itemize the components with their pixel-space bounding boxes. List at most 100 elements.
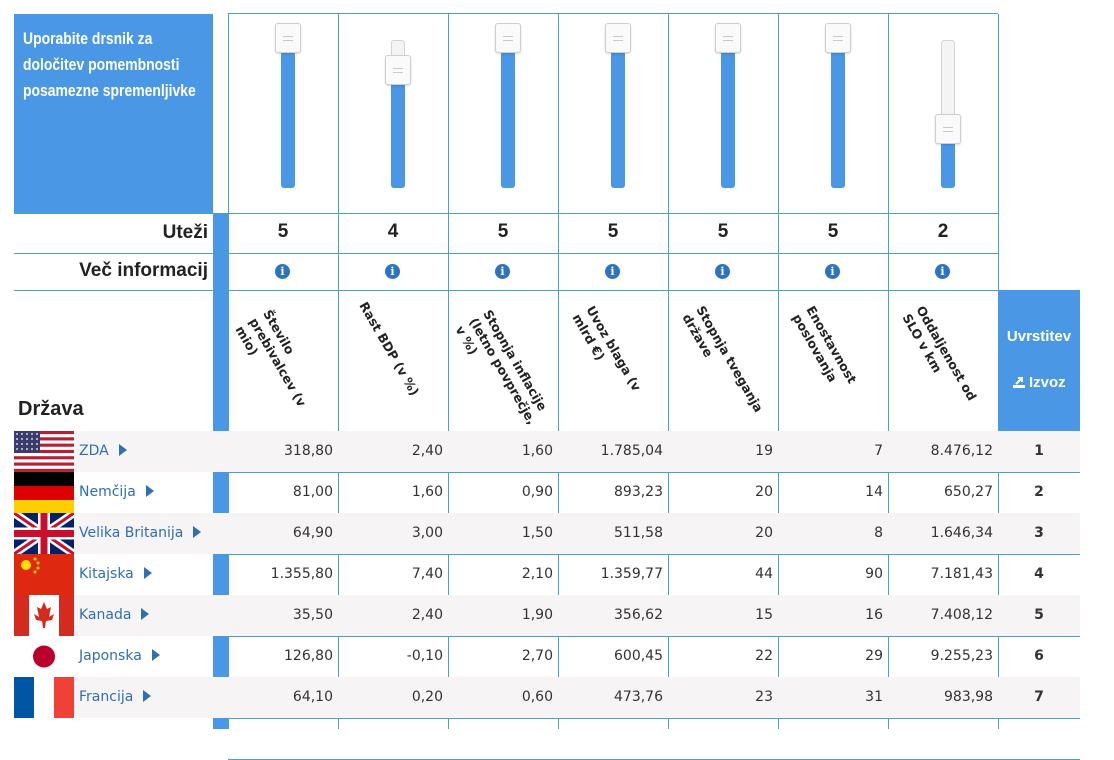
table-cell: 7.181,43	[930, 566, 993, 582]
table-cell: 473,76	[614, 689, 663, 705]
country-name: Japonska	[79, 648, 142, 664]
info-icon[interactable]: i	[495, 264, 510, 279]
info-icon[interactable]: i	[935, 264, 950, 279]
usa-flag	[14, 431, 74, 472]
column-header[interactable]: Stopnja inflacije (letno povprečje, v %)	[452, 307, 551, 428]
column-header[interactable]: Število prebivalcev (v mio)	[232, 307, 310, 410]
table-cell: 14	[865, 484, 883, 500]
table-cell: 90	[865, 566, 883, 582]
slider-handle[interactable]	[825, 23, 851, 53]
table-cell: 983,98	[944, 689, 993, 705]
export-icon	[1013, 377, 1025, 388]
table-cell: 0,60	[521, 689, 553, 705]
table-cell: 2,40	[411, 443, 443, 459]
caret-right-icon	[193, 526, 202, 538]
slider-fill	[721, 40, 735, 188]
table-cell: 1.359,77	[600, 566, 663, 582]
column-header[interactable]: Rast BDP (v %)	[356, 299, 423, 399]
export-label: Izvoz	[1029, 374, 1066, 391]
japan-flag	[14, 636, 74, 677]
slider-handle[interactable]	[275, 23, 301, 53]
table-cell: 1,60	[521, 443, 553, 459]
rank-cell: 5	[1034, 607, 1044, 623]
slider-handle[interactable]	[385, 54, 411, 85]
info-icon[interactable]: i	[715, 264, 730, 279]
intro-panel: Uporabite drsnik za določitev pomembnost…	[14, 14, 213, 213]
table-cell: 7,40	[411, 566, 443, 582]
info-icon[interactable]: i	[385, 264, 400, 279]
slider-fill	[391, 69, 405, 188]
country-link[interactable]: Japonska	[79, 648, 160, 664]
table-row: Velika Britanija 64,90 3,00 1,50 511,58 20 8 1.…	[14, 513, 1080, 554]
info-icon[interactable]: i	[825, 264, 840, 279]
grid-line	[14, 253, 998, 254]
country-link[interactable]: Kitajska	[79, 566, 152, 582]
country-name: Kitajska	[79, 566, 134, 582]
grid-line	[14, 290, 998, 291]
canada-flag	[14, 595, 74, 636]
info-row-label-cell: Več informacij	[14, 253, 208, 290]
rank-cell: 3	[1034, 525, 1044, 541]
column-header[interactable]: Enostavnost poslovanja	[789, 303, 860, 386]
table-cell: 35,50	[292, 607, 333, 623]
column-header[interactable]: Stopnja tveganja države	[679, 303, 767, 415]
country-link[interactable]: Francija	[79, 689, 152, 705]
table-cell: 600,45	[614, 648, 663, 664]
slider-fill	[501, 40, 515, 188]
grid-line	[228, 472, 1080, 473]
country-column-header: Država	[18, 398, 84, 420]
weights-label: Uteži	[162, 222, 208, 243]
table-cell: 2,10	[521, 566, 553, 582]
grid-line	[888, 14, 889, 729]
country-link[interactable]: Kanada	[79, 607, 150, 623]
caret-right-icon	[118, 444, 127, 456]
grid-line	[14, 213, 998, 214]
slider-handle[interactable]	[935, 113, 961, 144]
table-cell: 8.476,12	[930, 443, 993, 459]
weight-value: 5	[717, 221, 729, 242]
table-cell: 0,20	[411, 689, 443, 705]
info-icon[interactable]: i	[605, 264, 620, 279]
table-cell: 511,58	[614, 525, 663, 541]
table-cell: 15	[755, 607, 773, 623]
table-cell: 81,00	[292, 484, 333, 500]
rank-cell: 6	[1034, 648, 1044, 664]
column-header[interactable]: Uvoz blaga (v mlrd €)	[569, 303, 645, 394]
grid-line	[228, 14, 229, 729]
table-cell: 20	[755, 525, 773, 541]
export-button[interactable]: Izvoz	[1013, 374, 1066, 391]
table-row: Kanada 35,50 2,40 1,90 356,62 15 16 7.408,12 5	[14, 595, 1080, 636]
table-cell: 893,23	[614, 484, 663, 500]
rank-cell: 1	[1034, 443, 1044, 459]
grid-line	[228, 554, 1080, 555]
intro-text: Uporabite drsnik za določitev pomembnost…	[23, 29, 196, 100]
caret-right-icon	[143, 690, 152, 702]
country-name: Nemčija	[79, 484, 136, 500]
slider-fill	[831, 40, 845, 188]
country-name: ZDA	[79, 443, 109, 459]
column-header[interactable]: Oddaljenost od SLO v km	[899, 303, 980, 404]
table-cell: 19	[755, 443, 773, 459]
table-cell: 2,40	[411, 607, 443, 623]
grid-line	[778, 14, 779, 729]
more-info-label: Več informacij	[79, 260, 208, 281]
table-row: Nemčija 81,00 1,60 0,90 893,23 20 14 650,27 2	[14, 472, 1080, 513]
slider-handle[interactable]	[715, 23, 741, 53]
country-link[interactable]: Velika Britanija	[79, 525, 202, 541]
country-link[interactable]: Nemčija	[79, 484, 154, 500]
table-cell: 1.646,34	[930, 525, 993, 541]
table-cell: 23	[755, 689, 773, 705]
table-cell: 7.408,12	[930, 607, 993, 623]
slider-handle[interactable]	[495, 23, 521, 53]
grid-line	[228, 13, 998, 14]
germany-flag	[14, 472, 74, 513]
country-link[interactable]: ZDA	[79, 443, 127, 459]
weight-value: 4	[387, 221, 399, 242]
slider-handle[interactable]	[605, 23, 631, 53]
info-icon[interactable]: i	[275, 264, 290, 279]
uk-flag	[14, 513, 74, 554]
table-cell: -0,10	[406, 648, 443, 664]
table-row: ZDA 318,80 2,40 1,60 1.785,04 19 7 8.476,12 1	[14, 431, 1080, 472]
rank-cell: 7	[1034, 689, 1044, 705]
table-cell: 650,27	[944, 484, 993, 500]
